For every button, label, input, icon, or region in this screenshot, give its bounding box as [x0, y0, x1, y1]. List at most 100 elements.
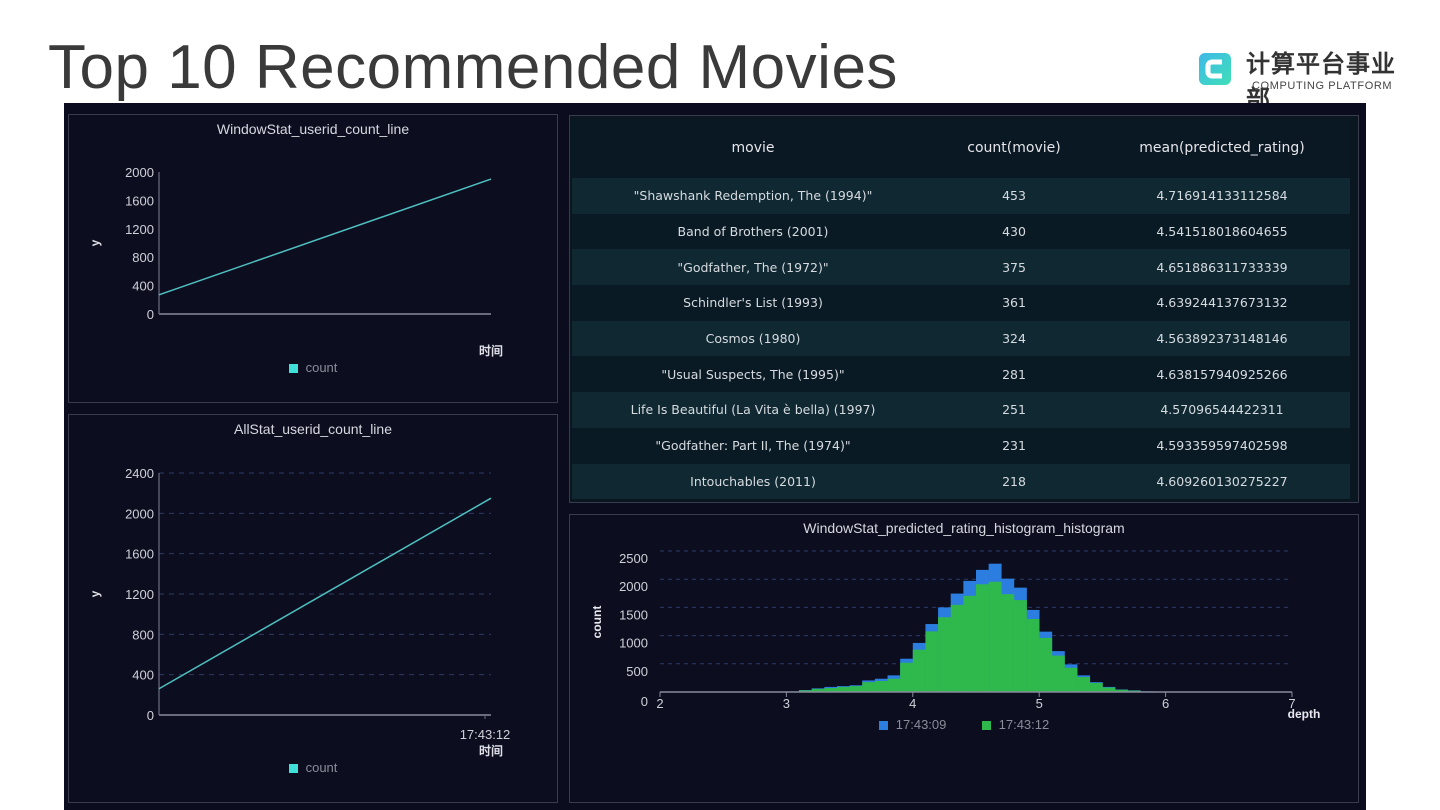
y-tick-label: 0	[641, 694, 648, 709]
chart-title: WindowStat_predicted_rating_histogram_hi…	[803, 520, 1125, 536]
table-row[interactable]: Life Is Beautiful (La Vita è bella) (199…	[572, 392, 1350, 428]
count-cell: 251	[934, 392, 1094, 428]
y-tick-label: 0	[147, 708, 154, 723]
y-tick-label: 800	[132, 627, 154, 642]
histogram-bar	[836, 686, 850, 692]
count-cell: 375	[934, 249, 1094, 286]
top-movies-table-panel: movie count(movie) mean(predicted_rating…	[569, 115, 1359, 503]
histogram-bar	[811, 688, 825, 692]
y-tick-label: 1000	[619, 636, 648, 651]
legend-swatch	[288, 764, 298, 774]
movie-cell: "Shawshank Redemption, The (1994)"	[572, 178, 934, 214]
chip-c-logo-icon	[1194, 48, 1236, 90]
y-tick-label: 2000	[125, 165, 154, 180]
histogram-bar	[976, 584, 989, 692]
x-tick-label: 17:43:12	[460, 727, 511, 742]
histogram-bar	[900, 662, 914, 692]
mean-rating-cell: 4.541518018604655	[1094, 213, 1350, 250]
histogram-bar	[1102, 687, 1116, 692]
company-logo: 计算平台事业部 COMPUTING PLATFORM	[1192, 42, 1407, 113]
histogram-bar	[887, 678, 901, 692]
movie-cell: Intouchables (2011)	[572, 463, 934, 500]
y-tick-label: 400	[132, 668, 154, 683]
movie-cell: "Usual Suspects, The (1995)"	[572, 356, 934, 393]
histogram-bar	[799, 690, 812, 692]
top-movies-table: movie count(movie) mean(predicted_rating…	[572, 118, 1350, 500]
movie-cell: Cosmos (1980)	[572, 320, 934, 357]
histogram-bar	[988, 581, 1002, 692]
column-header-count[interactable]: count(movie)	[934, 118, 1094, 178]
table-row[interactable]: "Godfather: Part II, The (1974)" 231 4.593…	[572, 427, 1350, 464]
count-cell: 361	[934, 285, 1094, 321]
histogram-bar	[1013, 600, 1027, 692]
movie-cell: Life Is Beautiful (La Vita è bella) (199…	[572, 392, 934, 428]
x-tick-label: 5	[1036, 696, 1043, 711]
histogram-bar	[874, 681, 888, 692]
y-tick-label: 400	[132, 279, 154, 294]
histogram-bar	[849, 686, 863, 692]
window-stat-line-panel: WindowStat_userid_count_line 0 400 800 1200…	[68, 114, 558, 403]
count-cell: 453	[934, 178, 1094, 214]
count-cell: 281	[934, 356, 1094, 393]
chart-legend[interactable]: count	[69, 360, 557, 375]
histogram-bar	[862, 682, 876, 692]
legend-label: count	[305, 360, 338, 375]
chart-legend[interactable]: count	[69, 760, 557, 775]
x-axis-label: 时间	[479, 743, 503, 758]
y-axis-label: y	[88, 590, 102, 597]
mean-rating-cell: 4.638157940925266	[1094, 356, 1350, 393]
count-cell: 231	[934, 427, 1094, 464]
histogram-bar	[1001, 594, 1015, 692]
legend-swatch	[878, 721, 888, 731]
histogram-bar	[912, 649, 926, 692]
count-cell: 430	[934, 213, 1094, 250]
histogram-bar	[938, 617, 952, 692]
count-cell: 324	[934, 320, 1094, 357]
mean-rating-cell: 4.639244137673132	[1094, 285, 1350, 321]
window-stat-line-chart: 0 400 800 1200 1600 2000 y 时间	[88, 165, 503, 358]
x-tick-label: 7	[1288, 696, 1295, 711]
legend-item-17-43-09[interactable]: 17:43:09	[878, 717, 946, 732]
table-row[interactable]: Band of Brothers (2001) 430 4.541518018604…	[572, 213, 1350, 250]
legend-swatch	[981, 721, 991, 731]
column-header-mean-rating[interactable]: mean(predicted_rating)	[1094, 118, 1350, 178]
histogram-bar	[1115, 689, 1128, 692]
table-row[interactable]: Intouchables (2011) 218 4.609260130275227	[572, 463, 1350, 500]
histogram-bar	[1089, 682, 1103, 692]
y-tick-label: 1600	[125, 193, 154, 208]
rating-histogram-panel: WindowStat_predicted_rating_histogram_hi…	[569, 514, 1359, 803]
table-row[interactable]: "Shawshank Redemption, The (1994)" 453 4.7…	[572, 178, 1350, 214]
mean-rating-cell: 4.651886311733339	[1094, 249, 1350, 286]
table-row[interactable]: Cosmos (1980) 324 4.563892373148146	[572, 320, 1350, 357]
y-tick-label: 2500	[619, 551, 648, 566]
histogram-bar	[963, 595, 977, 692]
dashboard: WindowStat_userid_count_line 0 400 800 1200…	[64, 103, 1366, 810]
y-axis-label: y	[88, 239, 102, 246]
page-title: Top 10 Recommended Movies	[48, 33, 898, 102]
x-tick-label: 2	[656, 696, 663, 711]
table-header-row: movie count(movie) mean(predicted_rating…	[572, 118, 1350, 178]
histogram-bar	[925, 631, 939, 692]
mean-rating-cell: 4.57096544422311	[1094, 392, 1350, 428]
movie-cell: Schindler's List (1993)	[572, 285, 934, 321]
chart-title: AllStat_userid_count_line	[234, 421, 392, 437]
mean-rating-cell: 4.563892373148146	[1094, 320, 1350, 357]
y-axis-label: count	[590, 606, 604, 639]
legend-item-17-43-12[interactable]: 17:43:12	[981, 717, 1049, 732]
mean-rating-cell: 4.609260130275227	[1094, 463, 1350, 500]
y-tick-label: 800	[132, 250, 154, 265]
y-tick-label: 0	[147, 307, 154, 322]
table-row[interactable]: Schindler's List (1993) 361 4.639244137673…	[572, 285, 1350, 321]
mean-rating-cell: 4.593359597402598	[1094, 427, 1350, 464]
table-row[interactable]: "Usual Suspects, The (1995)" 281 4.6381579…	[572, 356, 1350, 393]
column-header-movie[interactable]: movie	[572, 118, 934, 178]
chart-title: WindowStat_userid_count_line	[216, 121, 410, 137]
series-line-count	[158, 497, 492, 690]
histogram-bar	[1026, 618, 1040, 692]
chart-legend: 17:43:09 17:43:12	[570, 717, 1358, 732]
table-row[interactable]: "Godfather, The (1972)" 375 4.651886311733…	[572, 249, 1350, 286]
histogram-bar	[1077, 677, 1091, 692]
movie-cell: "Godfather: Part II, The (1974)"	[572, 427, 934, 464]
series-line-count	[158, 178, 492, 296]
